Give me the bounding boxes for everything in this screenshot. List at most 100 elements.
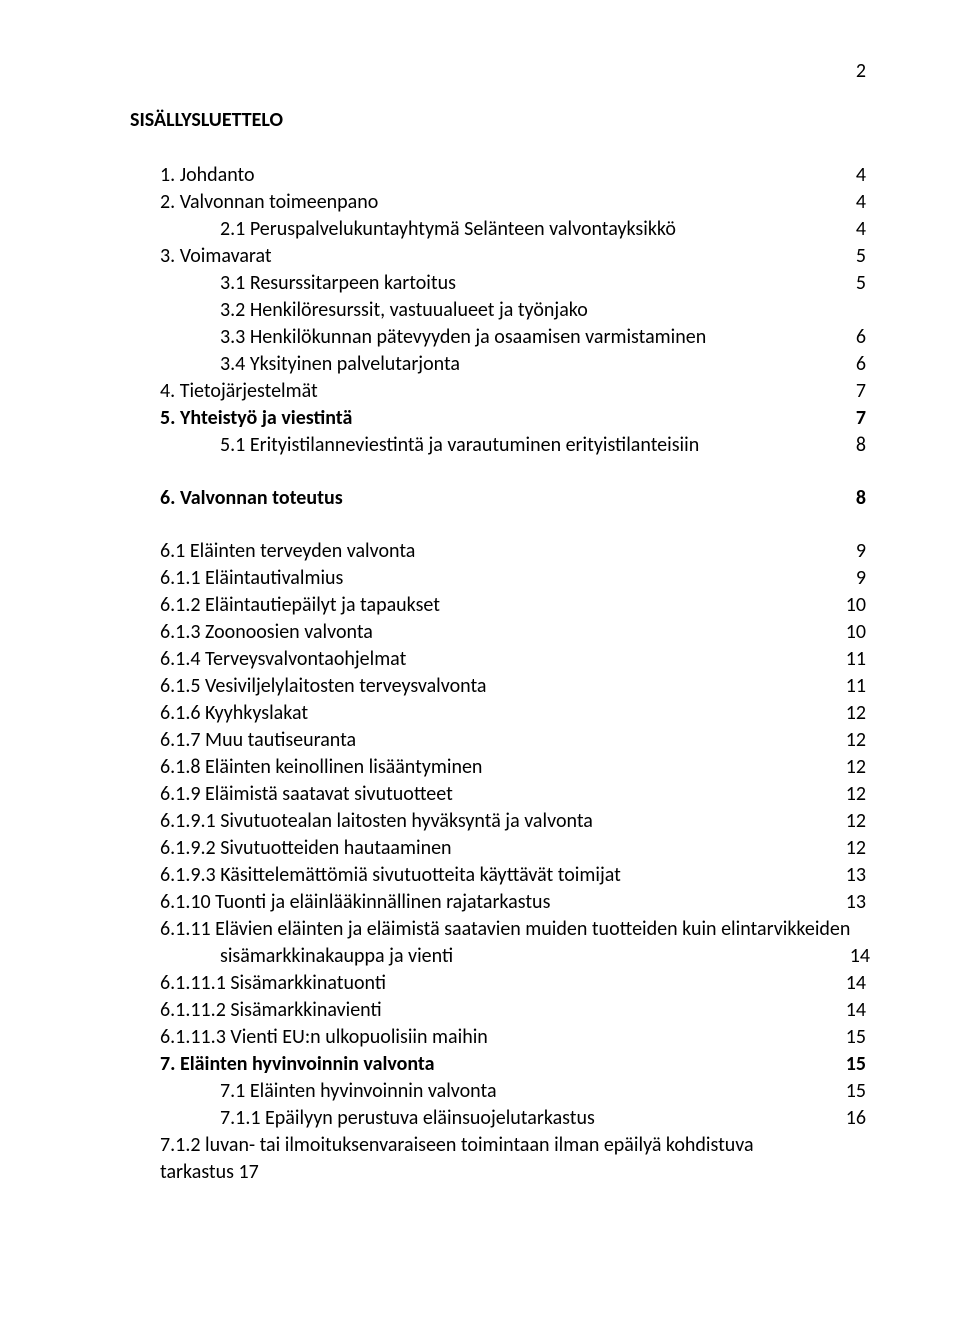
toc-label: 6.1.11 Elävien eläinten ja eläimistä saa… bbox=[160, 916, 870, 943]
toc-page: 12 bbox=[840, 754, 866, 781]
toc-entry: 6.1.4 Terveysvalvontaohjelmat11 bbox=[130, 646, 870, 673]
toc-label: 6.1.4 Terveysvalvontaohjelmat bbox=[160, 646, 840, 673]
toc-entry: 6.1.11.1 Sisämarkkinatuonti14 bbox=[130, 970, 870, 997]
toc-entry: 6.1.9 Eläimistä saatavat sivutuotteet12 bbox=[130, 781, 870, 808]
toc-page: 13 bbox=[840, 862, 866, 889]
toc-page: 14 bbox=[840, 997, 866, 1024]
toc-entry: 6.1.9.3 Käsittelemättömiä sivutuotteita … bbox=[130, 862, 870, 889]
toc-page: 4 bbox=[840, 162, 866, 189]
toc-page: 7 bbox=[840, 378, 866, 405]
toc-page: 12 bbox=[840, 727, 866, 754]
toc-page: 4 bbox=[840, 216, 866, 243]
toc-entry: 6.1.5 Vesiviljelylaitosten terveysvalvon… bbox=[130, 673, 870, 700]
toc-label-continuation: sisämarkkinakauppa ja vienti14 bbox=[160, 943, 870, 970]
toc-entry: 6.1.9.1 Sivutuotealan laitosten hyväksyn… bbox=[130, 808, 870, 835]
toc-entry: 6.1.3 Zoonoosien valvonta10 bbox=[130, 619, 870, 646]
toc-label: 2. Valvonnan toimeenpano bbox=[160, 189, 840, 216]
toc-page: 15 bbox=[840, 1051, 866, 1078]
toc-label: 6.1.2 Eläintautiepäilyt ja tapaukset bbox=[160, 592, 840, 619]
toc-entry: 6.1.7 Muu tautiseuranta12 bbox=[130, 727, 870, 754]
toc-page: 10 bbox=[840, 619, 866, 646]
toc-page: 5 bbox=[840, 243, 866, 270]
toc-page: 13 bbox=[840, 889, 866, 916]
toc-entry: 3.2 Henkilöresurssit, vastuualueet ja ty… bbox=[130, 297, 870, 324]
toc-entry: 2. Valvonnan toimeenpano4 bbox=[130, 189, 870, 216]
toc-label: 6.1.9 Eläimistä saatavat sivutuotteet bbox=[160, 781, 840, 808]
toc-page: 12 bbox=[840, 700, 866, 727]
toc-page: 6 bbox=[840, 351, 866, 378]
toc-page: 4 bbox=[840, 189, 866, 216]
toc-label: 3.4 Yksityinen palvelutarjonta bbox=[220, 351, 840, 378]
toc-label: 6.1.8 Eläinten keinollinen lisääntyminen bbox=[160, 754, 840, 781]
toc-entry: 4. Tietojärjestelmät7 bbox=[130, 378, 870, 405]
toc-label: 6.1.9.2 Sivutuotteiden hautaaminen bbox=[160, 835, 840, 862]
toc-page: 11 bbox=[840, 646, 866, 673]
toc-label: 6.1.1 Eläintautivalmius bbox=[160, 565, 840, 592]
toc-page: 14 bbox=[840, 970, 866, 997]
toc-page: 8 bbox=[840, 485, 866, 512]
toc-entry: 6.1.11.3 Vienti EU:n ulkopuolisiin maihi… bbox=[130, 1024, 870, 1051]
toc-entry: 1. Johdanto4 bbox=[130, 162, 870, 189]
toc-page: 7 bbox=[840, 405, 866, 432]
toc-label: 5. Yhteistyö ja viestintä bbox=[160, 405, 840, 432]
toc-label: 6.1.10 Tuonti ja eläinlääkinnällinen raj… bbox=[160, 889, 840, 916]
toc-page: 6 bbox=[840, 324, 866, 351]
toc-label: 6.1.11.3 Vienti EU:n ulkopuolisiin maihi… bbox=[160, 1024, 840, 1051]
toc-label: 7. Eläinten hyvinvoinnin valvonta bbox=[160, 1051, 840, 1078]
toc-entry: 6.1.11 Elävien eläinten ja eläimistä saa… bbox=[130, 916, 870, 970]
toc-label: 3.1 Resurssitarpeen kartoitus bbox=[220, 270, 840, 297]
toc-label: 6.1.9.1 Sivutuotealan laitosten hyväksyn… bbox=[160, 808, 840, 835]
toc-page: 9 bbox=[840, 538, 866, 565]
toc-entry: 5. Yhteistyö ja viestintä7 bbox=[130, 405, 870, 432]
toc-label: sisämarkkinakauppa ja vienti bbox=[220, 943, 844, 970]
toc-label: 4. Tietojärjestelmät bbox=[160, 378, 840, 405]
toc-page: 12 bbox=[840, 781, 866, 808]
toc-entry: 6.1 Eläinten terveyden valvonta9 bbox=[130, 538, 870, 565]
toc-entry: 5.1 Erityistilanneviestintä ja varautumi… bbox=[130, 432, 870, 459]
table-of-contents: 1. Johdanto42. Valvonnan toimeenpano42.1… bbox=[130, 162, 870, 1186]
toc-page: 11 bbox=[840, 673, 866, 700]
toc-entry: 3. Voimavarat5 bbox=[130, 243, 870, 270]
toc-entry: 3.1 Resurssitarpeen kartoitus5 bbox=[130, 270, 870, 297]
toc-label: 6.1.9.3 Käsittelemättömiä sivutuotteita … bbox=[160, 862, 840, 889]
toc-page: 14 bbox=[844, 943, 870, 970]
doc-title: SISÄLLYSLUETTELO bbox=[130, 107, 870, 134]
toc-page: 12 bbox=[840, 835, 866, 862]
toc-label: 6.1.11.2 Sisämarkkinavienti bbox=[160, 997, 840, 1024]
toc-entry: 3.3 Henkilökunnan pätevyyden ja osaamise… bbox=[130, 324, 870, 351]
toc-label: 1. Johdanto bbox=[160, 162, 840, 189]
toc-page: 10 bbox=[840, 592, 866, 619]
toc-label: 3. Voimavarat bbox=[160, 243, 840, 270]
toc-entry: 3.4 Yksityinen palvelutarjonta6 bbox=[130, 351, 870, 378]
toc-page: 9 bbox=[840, 565, 866, 592]
toc-page: 15 bbox=[840, 1024, 866, 1051]
toc-entry: 6.1.8 Eläinten keinollinen lisääntyminen… bbox=[130, 754, 870, 781]
toc-label: 6.1.5 Vesiviljelylaitosten terveysvalvon… bbox=[160, 673, 840, 700]
page-number: 2 bbox=[130, 58, 870, 85]
toc-entry: 6.1.10 Tuonti ja eläinlääkinnällinen raj… bbox=[130, 889, 870, 916]
toc-label: 7.1 Eläinten hyvinvoinnin valvonta bbox=[220, 1078, 840, 1105]
toc-entry: 6.1.6 Kyyhkyslakat12 bbox=[130, 700, 870, 727]
toc-entry: 6.1.9.2 Sivutuotteiden hautaaminen12 bbox=[130, 835, 870, 862]
toc-entry: 7.1 Eläinten hyvinvoinnin valvonta15 bbox=[130, 1078, 870, 1105]
toc-entry: 6.1.2 Eläintautiepäilyt ja tapaukset10 bbox=[130, 592, 870, 619]
toc-label: 5.1 Erityistilanneviestintä ja varautumi… bbox=[220, 432, 840, 459]
toc-label: 6.1.11.1 Sisämarkkinatuonti bbox=[160, 970, 840, 997]
toc-entry: 2.1 Peruspalvelukuntayhtymä Selänteen va… bbox=[130, 216, 870, 243]
toc-label: 6.1 Eläinten terveyden valvonta bbox=[160, 538, 840, 565]
toc-entry: 7.1.2 luvan- tai ilmoituksenvaraiseen to… bbox=[130, 1132, 870, 1186]
toc-page: 12 bbox=[840, 808, 866, 835]
toc-label: 3.3 Henkilökunnan pätevyyden ja osaamise… bbox=[220, 324, 840, 351]
toc-page: 15 bbox=[840, 1078, 866, 1105]
toc-entry: 7.1.1 Epäilyyn perustuva eläinsuojelutar… bbox=[130, 1105, 870, 1132]
toc-label: 7.1.2 luvan- tai ilmoituksenvaraiseen to… bbox=[160, 1132, 840, 1186]
toc-entry: 6.1.11.2 Sisämarkkinavienti14 bbox=[130, 997, 870, 1024]
toc-label: 6.1.7 Muu tautiseuranta bbox=[160, 727, 840, 754]
toc-page: 5 bbox=[840, 270, 866, 297]
toc-label: 6. Valvonnan toteutus bbox=[160, 485, 840, 512]
toc-entry: 6. Valvonnan toteutus8 bbox=[130, 485, 870, 512]
toc-label: 6.1.3 Zoonoosien valvonta bbox=[160, 619, 840, 646]
toc-page: 16 bbox=[840, 1105, 866, 1132]
toc-label: 3.2 Henkilöresurssit, vastuualueet ja ty… bbox=[220, 297, 840, 324]
toc-label: 7.1.1 Epäilyyn perustuva eläinsuojelutar… bbox=[220, 1105, 840, 1132]
